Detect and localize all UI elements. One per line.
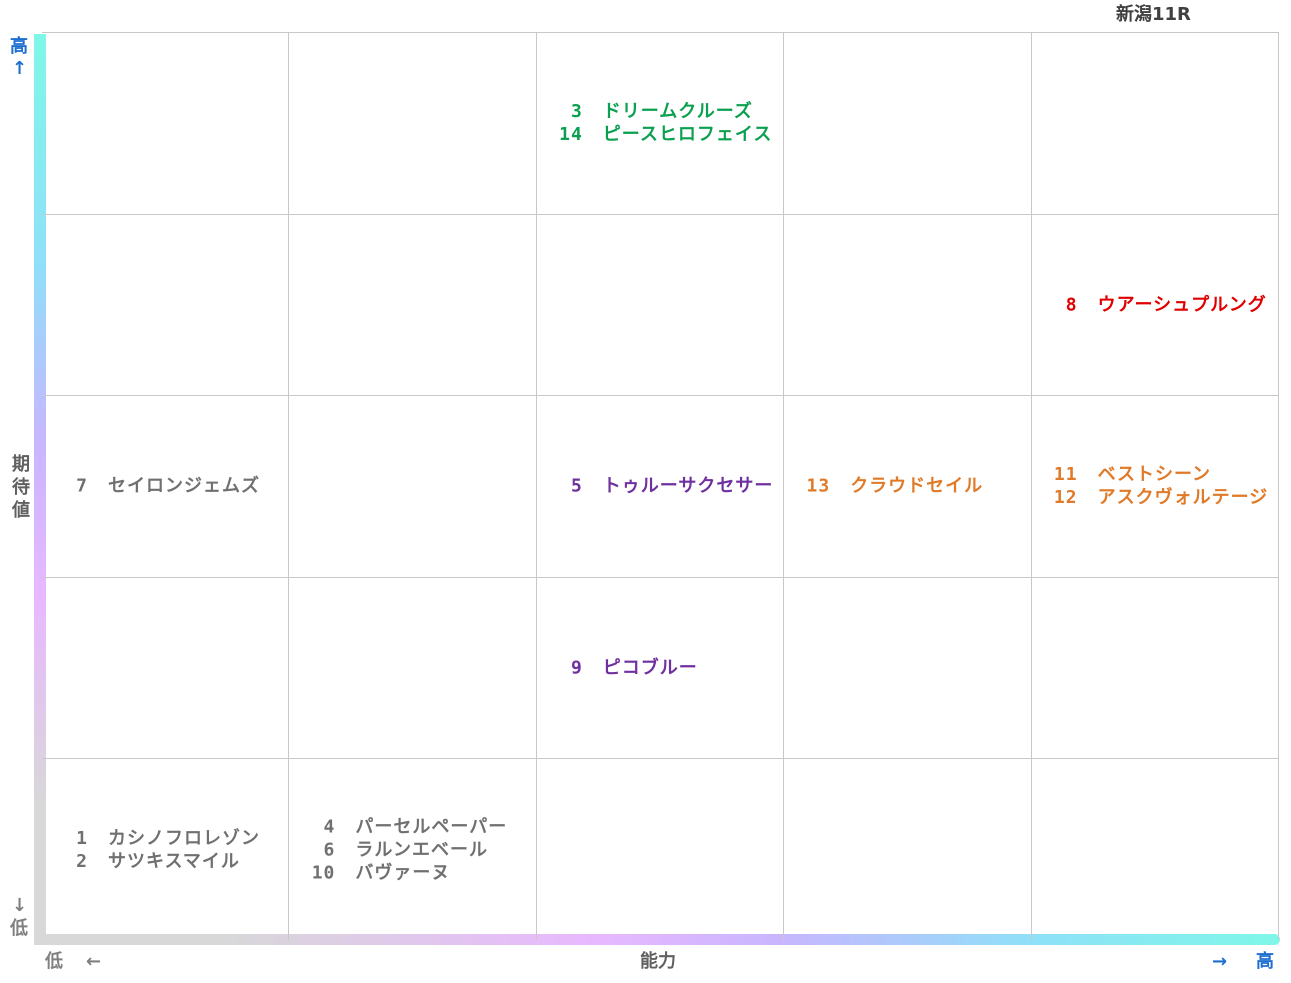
grid-cell bbox=[289, 32, 537, 214]
horse-number: 3 bbox=[570, 101, 583, 123]
cell-entry-list: 8 ウアーシュプルング bbox=[1032, 293, 1278, 316]
horse-entry: 12 アスクヴォルテージ bbox=[1052, 486, 1269, 509]
grid-cell bbox=[289, 213, 537, 396]
horse-name: パーセルペーパー bbox=[355, 816, 508, 838]
horse-number: 7 bbox=[76, 475, 88, 497]
horse-entry: 14 ピースヒロフェイス bbox=[557, 123, 773, 146]
horse-entry: 11 ベストシーン bbox=[1052, 463, 1211, 486]
horse-entry: 3 ドリームクルーズ bbox=[557, 100, 753, 123]
horse-name: バヴァーヌ bbox=[355, 862, 451, 884]
horse-entry: 8 ウアーシュプルング bbox=[1052, 293, 1267, 316]
horse-entry: 1 カシノフロレゾン bbox=[62, 827, 260, 850]
cell-entry-list: 5 トゥルーサクセサー bbox=[537, 475, 783, 498]
down-arrow-icon: ↓ bbox=[12, 895, 28, 916]
horse-name: ピースヒロフェイス bbox=[602, 124, 773, 146]
grid-cell bbox=[784, 32, 1032, 214]
grid-cell bbox=[42, 576, 290, 759]
horse-name: ウアーシュプルング bbox=[1097, 294, 1267, 316]
x-axis-high-label: 高 bbox=[1256, 951, 1274, 972]
y-axis-gradient-bar bbox=[34, 34, 46, 942]
horse-number: 5 bbox=[570, 475, 583, 497]
horse-name: ピコブルー bbox=[602, 657, 698, 679]
horse-entry: 4 パーセルペーパー bbox=[309, 815, 507, 838]
x-axis-gradient-bar bbox=[34, 934, 1280, 945]
y-axis-low-label: 低 bbox=[10, 918, 28, 939]
x-axis-low-label: 低 bbox=[45, 951, 63, 972]
grid-cell bbox=[1031, 576, 1279, 759]
grid-cell bbox=[784, 576, 1032, 759]
horse-name: セイロンジェムズ bbox=[108, 475, 260, 497]
cell-entry-list: 3 ドリームクルーズ 14 ピースヒロフェイス bbox=[537, 100, 783, 146]
grid-cell bbox=[42, 213, 290, 396]
horse-entry: 13 クラウドセイル bbox=[804, 475, 983, 498]
horse-name: ベストシーン bbox=[1097, 464, 1212, 486]
horse-number: 1 bbox=[76, 827, 88, 849]
cell-entry-list: 11 ベストシーン 12 アスクヴォルテージ bbox=[1032, 463, 1278, 509]
grid-cell bbox=[42, 32, 290, 214]
horse-name: カシノフロレゾン bbox=[108, 827, 260, 849]
right-arrow-icon: → bbox=[1212, 951, 1228, 972]
grid-cell bbox=[784, 758, 1032, 940]
horse-entry: 9 ピコブルー bbox=[557, 657, 698, 680]
y-axis-high-label: 高 bbox=[10, 36, 28, 57]
horse-entry: 6 ラルンエベール bbox=[309, 838, 488, 861]
grid-cell bbox=[289, 395, 537, 577]
horse-entry: 7 セイロンジェムズ bbox=[62, 475, 260, 498]
horse-name: サツキスマイル bbox=[108, 850, 240, 872]
grid-cell: 13 クラウドセイル bbox=[784, 395, 1032, 577]
horse-name: トゥルーサクセサー bbox=[602, 475, 774, 497]
left-arrow-icon: ← bbox=[86, 951, 102, 972]
x-axis-title: 能力 bbox=[640, 951, 676, 972]
horse-number: 12 bbox=[1053, 487, 1078, 509]
grid-cell: 4 パーセルペーパー 6 ラルンエベール 10 バヴァーヌ bbox=[289, 758, 537, 940]
grid-cell bbox=[784, 213, 1032, 396]
rating-grid: 3 ドリームクルーズ 14 ピースヒロフェイス 8 ウアーシュプルング 7 セイロンジェムズ 5… bbox=[42, 32, 1279, 940]
grid-cell bbox=[1031, 758, 1279, 940]
grid-cell: 7 セイロンジェムズ bbox=[42, 395, 290, 577]
cell-entry-list: 7 セイロンジェムズ bbox=[42, 475, 288, 498]
grid-cell bbox=[289, 576, 537, 759]
grid-cell: 11 ベストシーン 12 アスクヴォルテージ bbox=[1031, 395, 1279, 577]
horse-entry: 2 サツキスマイル bbox=[62, 850, 240, 873]
cell-entry-list: 13 クラウドセイル bbox=[784, 475, 1030, 498]
cell-entry-list: 9 ピコブルー bbox=[537, 657, 783, 680]
grid-cell: 5 トゥルーサクセサー bbox=[536, 395, 785, 577]
horse-number: 10 bbox=[311, 862, 336, 884]
horse-number: 6 bbox=[323, 839, 336, 861]
y-axis-title: 期待値 bbox=[12, 454, 30, 521]
horse-name: アスクヴォルテージ bbox=[1097, 487, 1269, 509]
horse-number: 14 bbox=[559, 124, 583, 146]
horse-name: クラウドセイル bbox=[850, 475, 984, 497]
grid-cell: 1 カシノフロレゾン 2 サツキスマイル bbox=[42, 758, 290, 940]
horse-number: 2 bbox=[76, 850, 88, 872]
horse-number: 8 bbox=[1065, 294, 1078, 316]
chart-title: 新潟11R bbox=[1116, 4, 1191, 25]
cell-entry-list: 4 パーセルペーパー 6 ラルンエベール 10 バヴァーヌ bbox=[289, 815, 535, 884]
cell-entry-list: 1 カシノフロレゾン 2 サツキスマイル bbox=[42, 827, 288, 873]
grid-cell: 8 ウアーシュプルング bbox=[1031, 213, 1279, 396]
horse-name: ドリームクルーズ bbox=[602, 101, 753, 123]
grid-cell: 3 ドリームクルーズ 14 ピースヒロフェイス bbox=[536, 32, 785, 214]
grid-cell bbox=[1031, 32, 1279, 214]
grid-cell: 9 ピコブルー bbox=[536, 576, 785, 759]
horse-number: 4 bbox=[323, 816, 336, 838]
horse-name: ラルンエベール bbox=[355, 839, 489, 861]
horse-number: 13 bbox=[806, 475, 831, 497]
horse-number: 11 bbox=[1053, 464, 1078, 486]
horse-entry: 5 トゥルーサクセサー bbox=[557, 475, 774, 498]
grid-cell bbox=[536, 213, 785, 396]
horse-entry: 10 バヴァーヌ bbox=[309, 861, 450, 884]
grid-cell bbox=[536, 758, 785, 940]
horse-number: 9 bbox=[570, 657, 583, 679]
up-arrow-icon: ↑ bbox=[12, 58, 28, 79]
